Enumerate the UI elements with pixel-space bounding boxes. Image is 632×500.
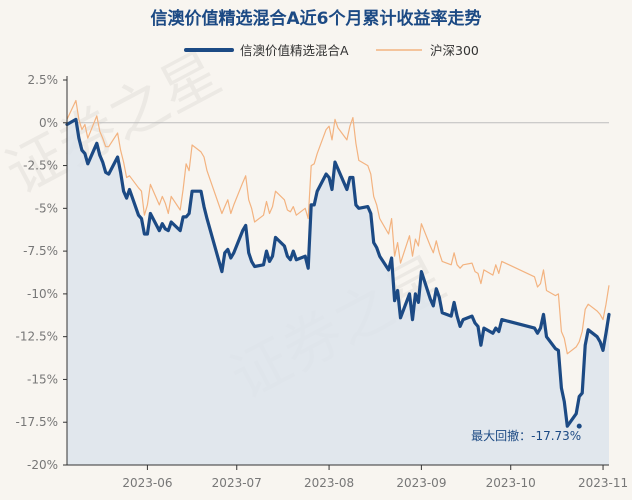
annotation-layer: 最大回撤：-17.73% [471, 423, 582, 443]
axes: 2.5% 0% -2.5% -5% -7.5% -10% -12.5% -15% -17.5% -… [16, 73, 629, 490]
legend: 信澳价值精选混合A 沪深300 [184, 43, 479, 58]
max-drawdown-label: 最大回撤：-17.73% [471, 428, 581, 443]
y-tick-label: -5% [35, 201, 58, 215]
y-tick-label: -7.5% [23, 244, 58, 258]
x-tick-label: 2023-08 [304, 476, 354, 490]
series-line-fund [65, 117, 611, 428]
series-line-index [66, 99, 610, 355]
y-tick-label: 2.5% [28, 73, 59, 87]
x-tick-label: 2023-06 [122, 476, 172, 490]
y-tick-label: -12.5% [16, 330, 58, 344]
y-tick-label: -15% [27, 372, 58, 386]
y-tick-label: -10% [27, 287, 58, 301]
x-tick-label: 2023-10 [486, 476, 536, 490]
chart-title: 信澳价值精选混合A近6个月累计收益率走势 [151, 8, 482, 29]
plot-area [65, 99, 611, 466]
legend-label-index: 沪深300 [430, 43, 479, 58]
y-tick-label: 0% [39, 116, 58, 130]
legend-label-fund: 信澳价值精选混合A [240, 43, 349, 58]
y-tick-label: -17.5% [16, 415, 58, 429]
x-tick-label: 2023-11 [578, 476, 628, 490]
y-tick-label: -20% [27, 458, 58, 472]
x-tick-label: 2023-07 [212, 476, 262, 490]
x-tick-label: 2023-09 [396, 476, 446, 490]
max-drawdown-marker [576, 423, 582, 429]
y-tick-label: -2.5% [23, 159, 58, 173]
